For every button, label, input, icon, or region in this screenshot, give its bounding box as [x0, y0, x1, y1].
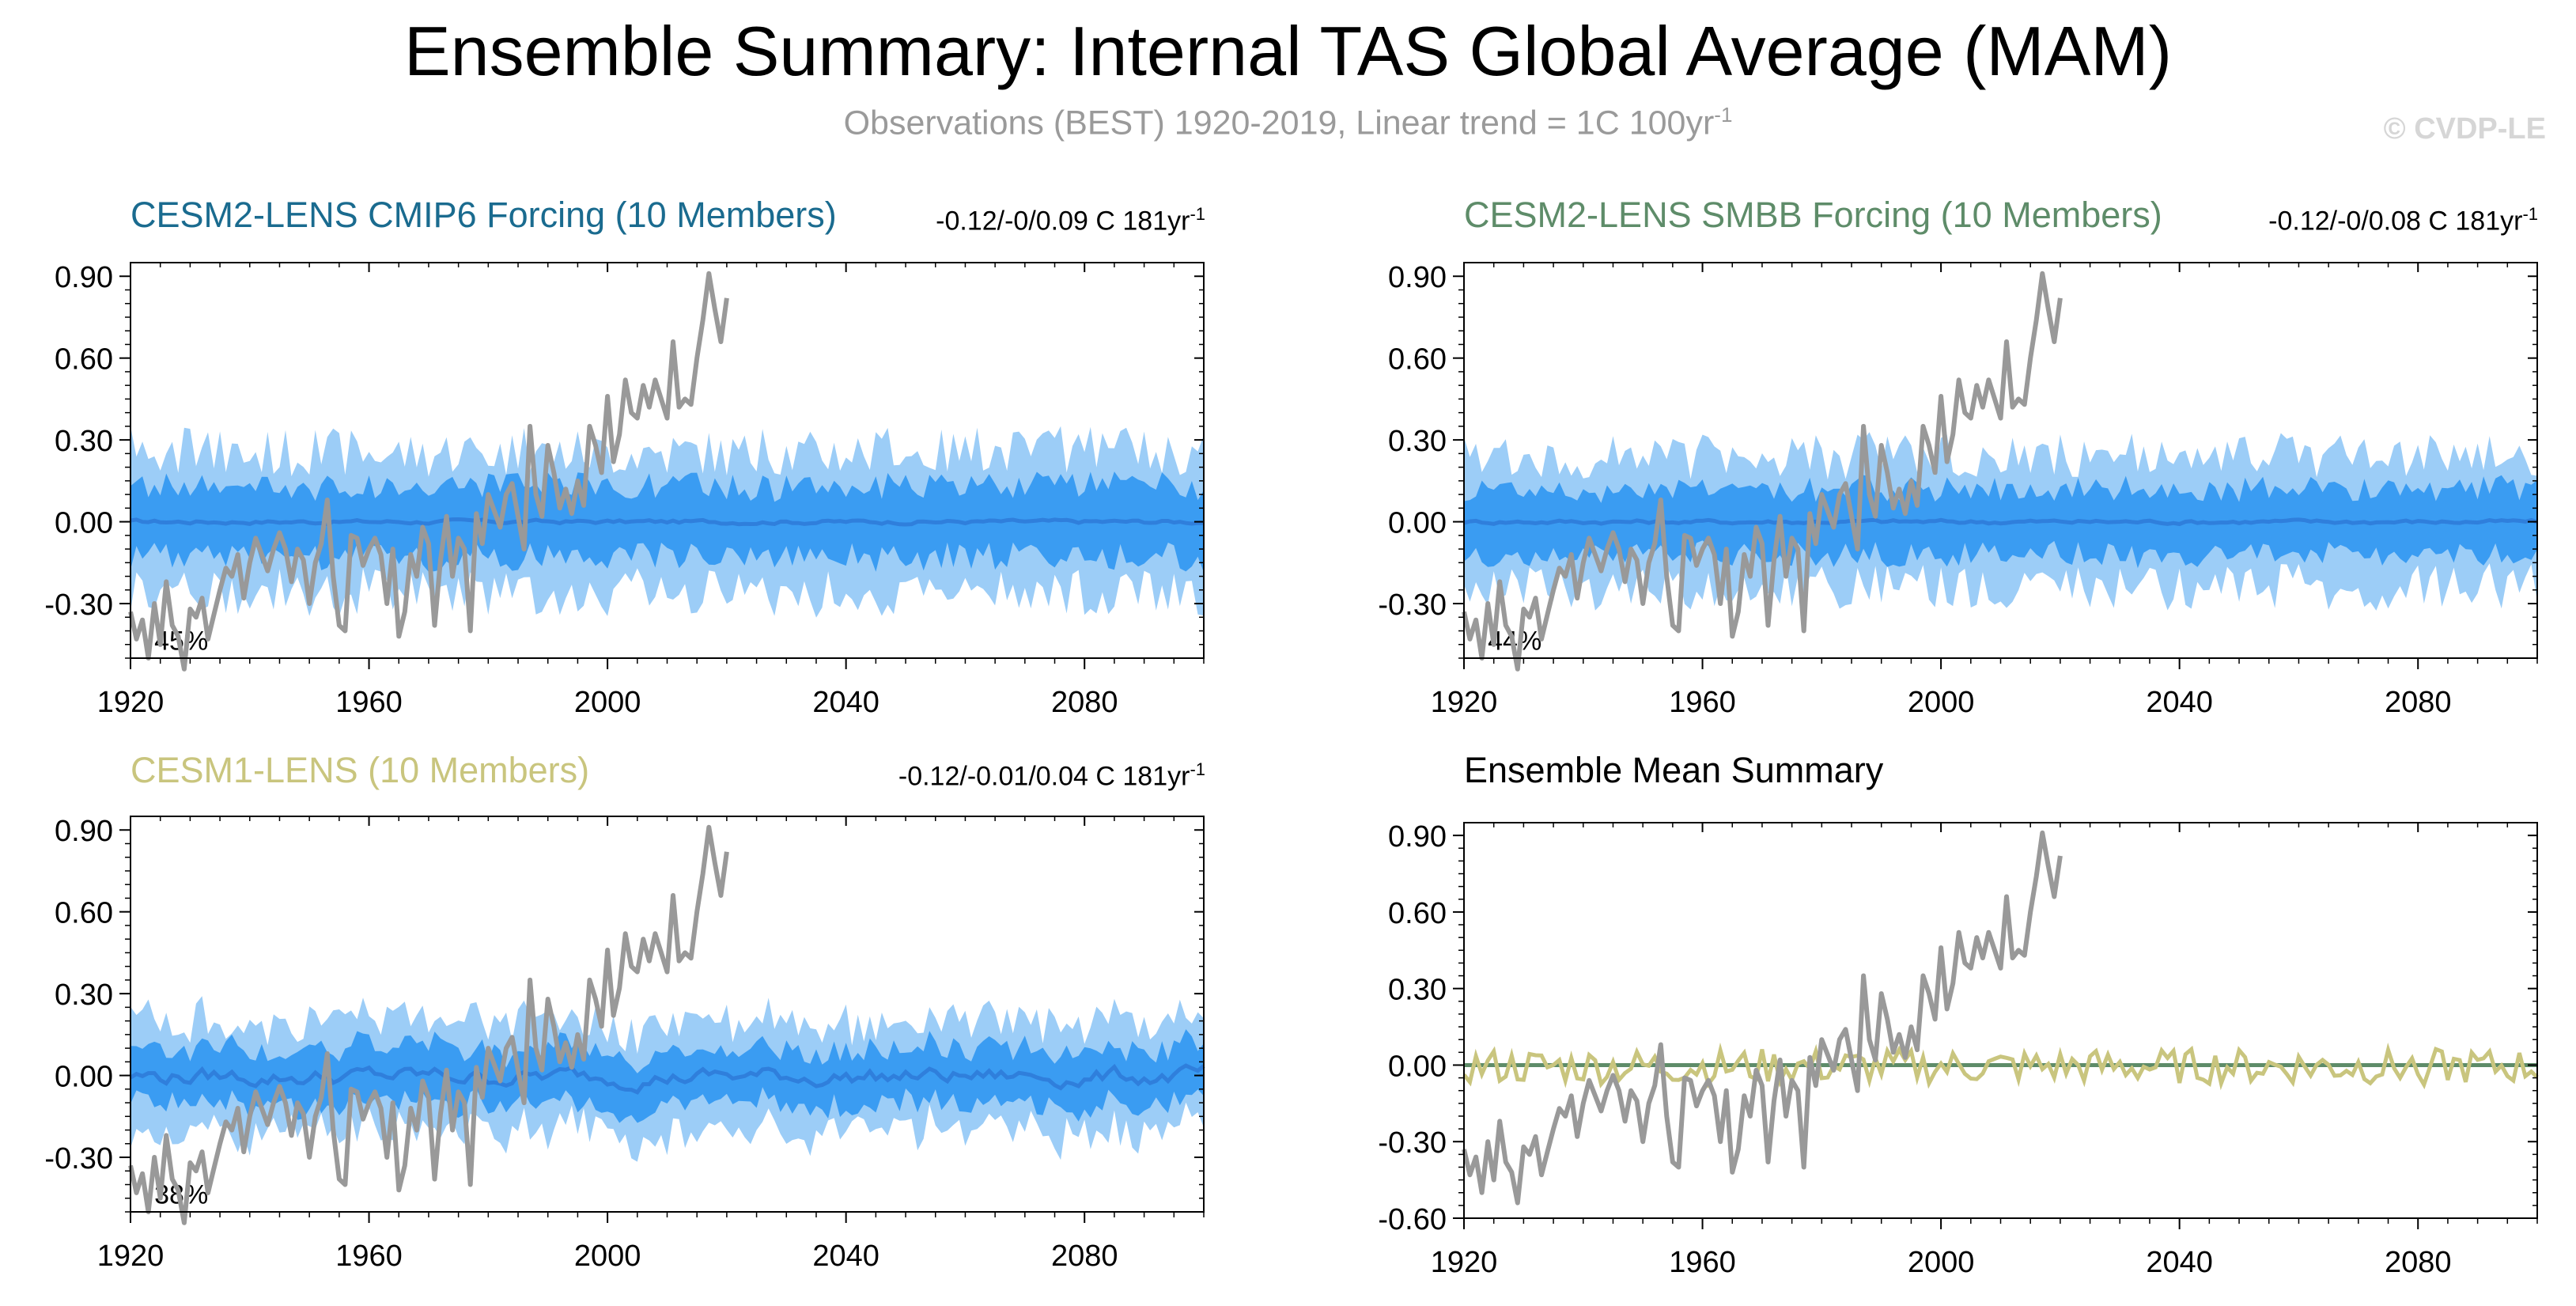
panel-2-trend-text: -0.12/-0/0.08 C 181yr: [2268, 206, 2523, 237]
y-tick-label: 0.00: [1388, 1050, 1447, 1083]
x-tick-label: 2000: [1908, 686, 1975, 719]
x-tick-label: 2040: [2146, 1246, 2213, 1279]
panel-4: 0.90 0.60 0.30 0.00 -0.30 -0.60 1920 1960 2000 20…: [1378, 820, 2539, 1279]
plot-frame-border: [1463, 822, 2538, 1219]
y-tick-label: -0.30: [44, 1142, 113, 1175]
observations-line: [128, 271, 729, 672]
plot-frame: [1463, 822, 2538, 1219]
x-tick-label: 1920: [97, 1240, 165, 1273]
x-tick-label: 1960: [1669, 1246, 1736, 1279]
x-tick-label: 2080: [2385, 1246, 2452, 1279]
x-tick-label: 2040: [2146, 686, 2213, 719]
observations-line: [128, 824, 729, 1225]
ensemble-inner-band: [131, 1029, 1204, 1123]
y-tick-label: 0.00: [1388, 507, 1447, 540]
credit-watermark: © CVDP-LE: [2383, 112, 2546, 146]
panel-3-trend-text: -0.12/-0.01/0.04 C 181yr: [898, 761, 1190, 792]
figure-subtitle: Observations (BEST) 1920-2019, Linear tr…: [0, 103, 2576, 142]
panel-1-title: CESM2-LENS CMIP6 Forcing (10 Members): [131, 195, 837, 235]
x-tick-label: 2080: [1051, 686, 1118, 719]
x-tick-label: 2080: [1051, 1240, 1118, 1273]
y-tick-label: 0.90: [1388, 261, 1447, 294]
y-tick-label: -0.30: [1378, 589, 1447, 622]
x-tick-label: 2040: [812, 1240, 879, 1273]
subtitle-text: Observations (BEST) 1920-2019, Linear tr…: [843, 104, 1715, 142]
y-tick-label: 0.30: [55, 979, 113, 1012]
panel-1-trend-text: -0.12/-0/0.09 C 181yr: [936, 206, 1190, 237]
subtitle-sup: -1: [1714, 103, 1733, 127]
panel-2-trend-sup: -1: [2522, 204, 2538, 224]
figure-title: Ensemble Summary: Internal TAS Global Av…: [403, 12, 2173, 90]
x-tick-label: 1920: [97, 686, 165, 719]
y-tick-label: 0.60: [55, 897, 113, 930]
plot-frame-border: [130, 262, 1205, 659]
y-tick-label: -0.60: [1378, 1203, 1447, 1236]
x-tick-label: 1960: [335, 686, 403, 719]
y-tick-label: 0.00: [55, 1061, 113, 1094]
ensemble-mean-line: [129, 1063, 1205, 1095]
y-tick-label: 0.30: [1388, 425, 1447, 458]
y-tick-label: 0.60: [55, 343, 113, 377]
panel-2-title: CESM2-LENS SMBB Forcing (10 Members): [1464, 195, 2162, 235]
y-tick-label: 0.90: [55, 261, 113, 294]
x-tick-label: 2040: [812, 686, 879, 719]
panel-1-trend: -0.12/-0/0.09 C 181yr-1: [936, 204, 1205, 237]
ensemble-mean-line: [1463, 517, 2538, 527]
x-tick-label: 1920: [1431, 686, 1498, 719]
y-tick-label: -0.30: [1378, 1126, 1447, 1160]
panel-3-trend: -0.12/-0.01/0.04 C 181yr-1: [898, 759, 1205, 792]
plot-frame-border: [1463, 262, 2538, 659]
y-tick-label: 0.90: [1388, 820, 1447, 854]
panel-2-trend: -0.12/-0/0.08 C 181yr-1: [2268, 204, 2538, 237]
y-tick-label: 0.90: [55, 815, 113, 848]
y-tick-label: 0.60: [1388, 343, 1447, 377]
panel-3-title: CESM1-LENS (10 Members): [131, 750, 590, 790]
panel-4-title: Ensemble Mean Summary: [1464, 750, 1884, 790]
panel-3-trend-sup: -1: [1190, 759, 1205, 779]
observations-line: [1462, 830, 2063, 1206]
y-tick-label: 0.30: [1388, 974, 1447, 1007]
y-tick-label: 0.00: [55, 507, 113, 540]
y-tick-label: 0.60: [1388, 897, 1447, 930]
y-tick-label: 0.30: [55, 425, 113, 458]
ensemble-mean-line: [130, 517, 1205, 527]
observations-line: [1462, 271, 2063, 672]
x-tick-label: 2080: [2385, 686, 2452, 719]
x-tick-label: 2000: [574, 1240, 641, 1273]
cesm1-mean-line: [1462, 1042, 2539, 1091]
x-tick-label: 1920: [1431, 1246, 1498, 1279]
x-tick-label: 2000: [1908, 1246, 1975, 1279]
x-tick-label: 1960: [1669, 686, 1736, 719]
y-tick-label: -0.30: [44, 589, 113, 622]
plot-frame-border: [130, 816, 1205, 1213]
x-tick-label: 1960: [335, 1240, 403, 1273]
panel-1-trend-sup: -1: [1190, 204, 1205, 224]
x-tick-label: 2000: [574, 686, 641, 719]
